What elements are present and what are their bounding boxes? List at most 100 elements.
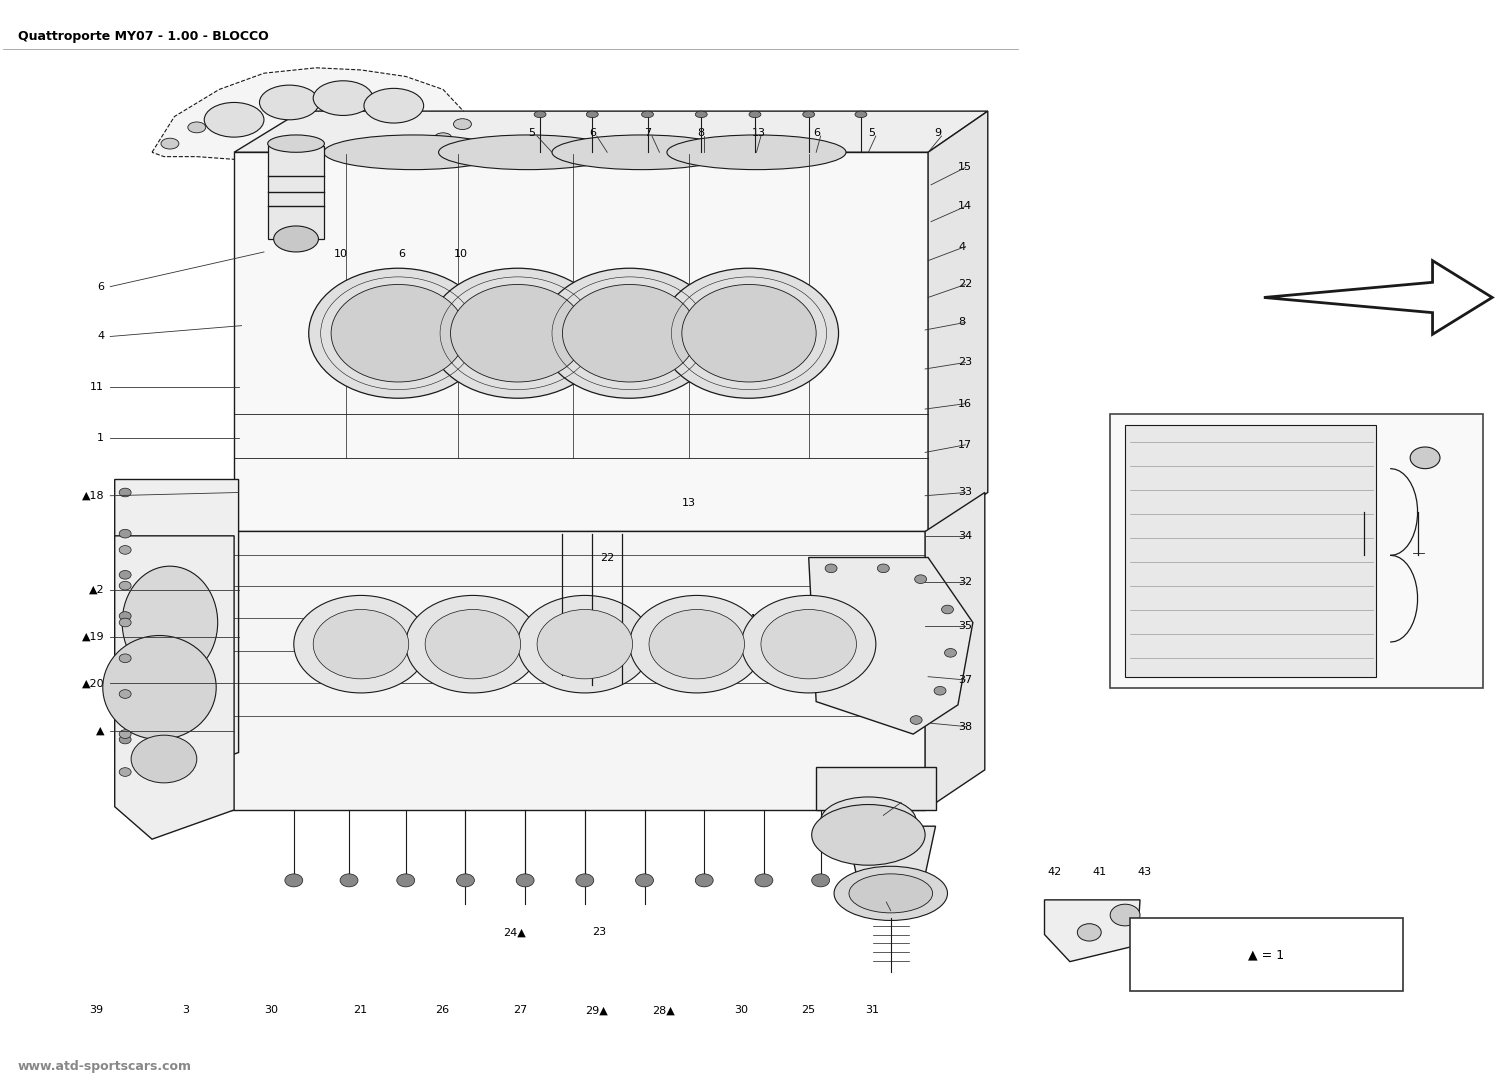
- Ellipse shape: [120, 652, 132, 661]
- Text: 40: 40: [1423, 548, 1438, 559]
- Text: 9: 9: [935, 127, 941, 138]
- Ellipse shape: [562, 284, 697, 382]
- Polygon shape: [268, 146, 324, 238]
- Ellipse shape: [428, 268, 607, 399]
- Ellipse shape: [259, 85, 319, 120]
- Ellipse shape: [659, 268, 839, 399]
- Ellipse shape: [812, 873, 830, 886]
- Ellipse shape: [120, 582, 132, 590]
- Text: 12: 12: [894, 797, 908, 807]
- Text: 13: 13: [682, 499, 697, 509]
- Ellipse shape: [103, 636, 216, 739]
- Ellipse shape: [945, 649, 956, 657]
- Polygon shape: [816, 767, 936, 810]
- FancyBboxPatch shape: [1110, 415, 1483, 687]
- Polygon shape: [809, 558, 972, 734]
- Polygon shape: [115, 479, 238, 783]
- Ellipse shape: [268, 135, 325, 152]
- Ellipse shape: [695, 873, 713, 886]
- FancyBboxPatch shape: [1129, 918, 1402, 991]
- Ellipse shape: [849, 873, 933, 913]
- Ellipse shape: [935, 686, 947, 695]
- Ellipse shape: [204, 102, 264, 137]
- Ellipse shape: [551, 135, 731, 170]
- Text: 39: 39: [90, 1005, 103, 1015]
- Text: 41: 41: [1092, 867, 1107, 877]
- Ellipse shape: [855, 111, 867, 118]
- Text: 24▲: 24▲: [503, 928, 526, 938]
- Ellipse shape: [1410, 446, 1440, 468]
- Text: ▲19: ▲19: [81, 632, 105, 641]
- Ellipse shape: [324, 135, 503, 170]
- Ellipse shape: [120, 571, 132, 579]
- Polygon shape: [234, 111, 987, 152]
- Ellipse shape: [635, 873, 653, 886]
- Text: 13: 13: [752, 127, 765, 138]
- Text: 6: 6: [813, 127, 821, 138]
- Text: 25: 25: [801, 1005, 815, 1015]
- Text: 5: 5: [869, 127, 875, 138]
- Polygon shape: [1264, 260, 1492, 334]
- Text: ▲2: ▲2: [88, 585, 105, 595]
- Text: ▲24: ▲24: [734, 613, 756, 623]
- Ellipse shape: [120, 619, 132, 627]
- Polygon shape: [846, 827, 936, 874]
- Polygon shape: [929, 111, 987, 531]
- Ellipse shape: [641, 111, 653, 118]
- Ellipse shape: [120, 689, 132, 698]
- Ellipse shape: [1077, 923, 1101, 941]
- Ellipse shape: [629, 596, 764, 693]
- Ellipse shape: [915, 575, 927, 584]
- Ellipse shape: [425, 610, 521, 678]
- Ellipse shape: [541, 268, 719, 399]
- Ellipse shape: [160, 138, 178, 149]
- Polygon shape: [926, 492, 984, 810]
- Ellipse shape: [120, 768, 132, 776]
- Ellipse shape: [120, 529, 132, 538]
- Text: 23: 23: [957, 357, 972, 367]
- Ellipse shape: [439, 135, 617, 170]
- Ellipse shape: [309, 268, 488, 399]
- Text: SPORTSCARS: SPORTSCARS: [517, 584, 743, 613]
- Text: 43: 43: [1137, 867, 1150, 877]
- Ellipse shape: [517, 873, 535, 886]
- Text: 30: 30: [734, 1005, 748, 1015]
- Text: 29▲: 29▲: [584, 1005, 608, 1015]
- Polygon shape: [229, 531, 926, 810]
- Ellipse shape: [120, 730, 132, 738]
- Text: ▲20: ▲20: [81, 678, 105, 688]
- Ellipse shape: [942, 605, 953, 614]
- Ellipse shape: [294, 596, 428, 693]
- Text: 5: 5: [529, 127, 535, 138]
- Text: 6: 6: [97, 282, 105, 292]
- Ellipse shape: [120, 612, 132, 621]
- Ellipse shape: [313, 81, 373, 115]
- Ellipse shape: [340, 873, 358, 886]
- Text: 22: 22: [957, 280, 972, 290]
- Text: 37: 37: [957, 675, 972, 685]
- Text: 28▲: 28▲: [652, 1005, 674, 1015]
- Ellipse shape: [867, 873, 885, 886]
- Text: 36: 36: [884, 906, 897, 916]
- Text: 6: 6: [398, 249, 406, 259]
- Ellipse shape: [454, 119, 472, 130]
- Ellipse shape: [406, 596, 541, 693]
- Polygon shape: [151, 68, 466, 166]
- Ellipse shape: [575, 873, 593, 886]
- Ellipse shape: [742, 596, 876, 693]
- Ellipse shape: [274, 225, 319, 252]
- Ellipse shape: [803, 111, 815, 118]
- Ellipse shape: [123, 566, 217, 678]
- Text: 26: 26: [436, 1005, 449, 1015]
- Ellipse shape: [878, 564, 890, 573]
- Text: ATD: ATD: [358, 491, 604, 598]
- Ellipse shape: [397, 873, 415, 886]
- Ellipse shape: [331, 284, 466, 382]
- Ellipse shape: [313, 610, 409, 678]
- Ellipse shape: [451, 284, 584, 382]
- Text: ▲: ▲: [96, 726, 105, 736]
- Ellipse shape: [120, 488, 132, 497]
- Text: 10: 10: [454, 249, 467, 259]
- Ellipse shape: [457, 873, 475, 886]
- Text: 6: 6: [589, 127, 596, 138]
